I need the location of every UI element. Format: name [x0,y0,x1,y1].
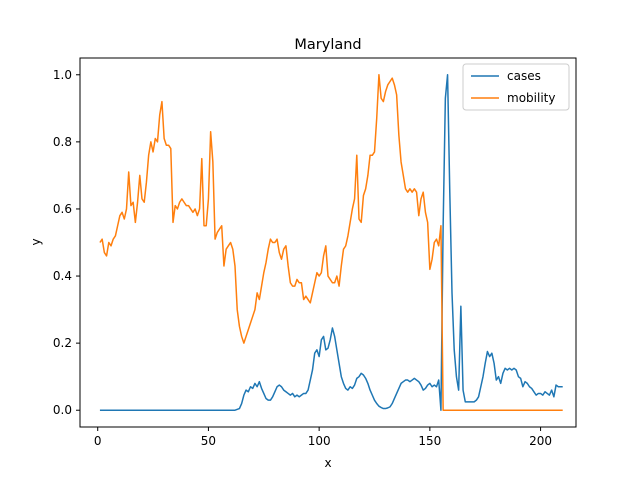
series-line-mobility [99,74,563,411]
y-tick-label: 0.4 [53,269,72,283]
y-tick-label: 1.0 [53,68,72,82]
x-tick-label: 100 [308,434,331,448]
y-axis: 0.0 0.2 0.4 0.6 0.8 1.0 [53,68,80,417]
axes-frame [79,57,577,428]
x-axis-label: x [324,456,331,470]
x-tick-label: 200 [529,434,552,448]
y-axis-label: y [29,238,43,245]
x-tick-label: 0 [94,434,102,448]
legend-label-cases: cases [507,69,541,83]
y-tick-label: 0.2 [53,336,72,350]
legend-label-mobility: mobility [507,91,555,105]
y-tick-label: 0.0 [53,403,72,417]
x-tick-label: 150 [418,434,441,448]
legend: cases mobility [462,63,570,111]
plot-area [99,74,563,411]
y-tick-label: 0.8 [53,135,72,149]
chart-title: Maryland [294,37,361,53]
y-tick-label: 0.6 [53,202,72,216]
x-tick-label: 50 [201,434,216,448]
x-axis: 0 50 100 150 200 [94,427,552,448]
series-line-cases [99,74,563,411]
